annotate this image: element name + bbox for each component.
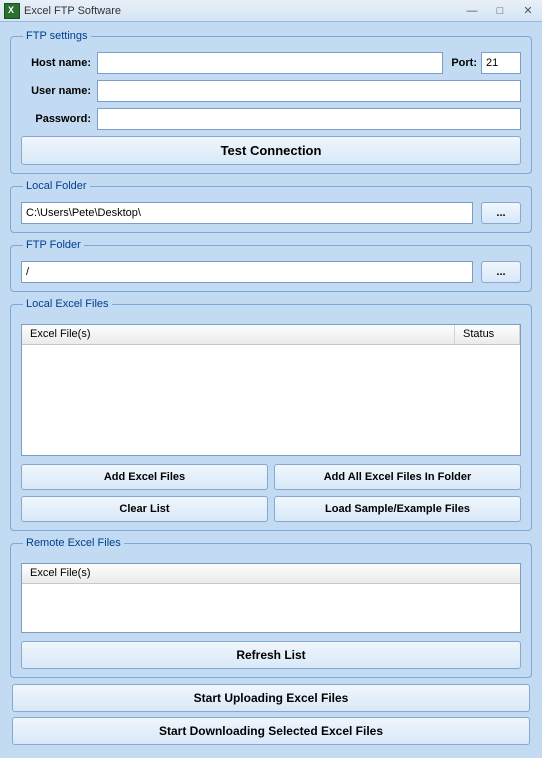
test-connection-button[interactable]: Test Connection xyxy=(21,136,521,165)
remote-files-legend: Remote Excel Files xyxy=(23,537,124,549)
remote-files-listview[interactable]: Excel File(s) xyxy=(21,563,521,633)
start-download-button[interactable]: Start Downloading Selected Excel Files xyxy=(12,717,530,745)
port-input[interactable] xyxy=(481,52,521,74)
remote-files-body[interactable] xyxy=(22,584,520,632)
window-controls: ― □ ✕ xyxy=(462,4,538,18)
local-files-body[interactable] xyxy=(22,345,520,455)
local-folder-legend: Local Folder xyxy=(23,180,90,192)
host-input[interactable] xyxy=(97,52,443,74)
local-files-listview[interactable]: Excel File(s) Status xyxy=(21,324,521,456)
content-area: FTP settings Host name: Port: User name:… xyxy=(0,22,542,758)
refresh-list-button[interactable]: Refresh List xyxy=(21,641,521,669)
ftp-folder-browse-button[interactable]: ... xyxy=(481,261,521,283)
minimize-button[interactable]: ― xyxy=(462,4,482,18)
password-label: Password: xyxy=(21,113,97,125)
port-label: Port: xyxy=(451,57,477,69)
user-label: User name: xyxy=(21,85,97,97)
window-title: Excel FTP Software xyxy=(24,5,462,17)
app-icon xyxy=(4,3,20,19)
ftp-settings-group: FTP settings Host name: Port: User name:… xyxy=(10,30,532,174)
local-folder-input[interactable] xyxy=(21,202,473,224)
local-folder-browse-button[interactable]: ... xyxy=(481,202,521,224)
add-excel-files-button[interactable]: Add Excel Files xyxy=(21,464,268,490)
clear-list-button[interactable]: Clear List xyxy=(21,496,268,522)
password-input[interactable] xyxy=(97,108,521,130)
load-sample-files-button[interactable]: Load Sample/Example Files xyxy=(274,496,521,522)
close-button[interactable]: ✕ xyxy=(518,4,538,18)
local-files-col-status[interactable]: Status xyxy=(455,325,520,344)
titlebar: Excel FTP Software ― □ ✕ xyxy=(0,0,542,22)
ftp-folder-input[interactable] xyxy=(21,261,473,283)
remote-files-group: Remote Excel Files Excel File(s) Refresh… xyxy=(10,537,532,678)
local-files-group: Local Excel Files Excel File(s) Status A… xyxy=(10,298,532,531)
maximize-button[interactable]: □ xyxy=(490,4,510,18)
local-files-col-file[interactable]: Excel File(s) xyxy=(22,325,455,344)
start-upload-button[interactable]: Start Uploading Excel Files xyxy=(12,684,530,712)
ftp-settings-legend: FTP settings xyxy=(23,30,91,42)
host-label: Host name: xyxy=(21,57,97,69)
local-folder-group: Local Folder ... xyxy=(10,180,532,233)
remote-files-col-file[interactable]: Excel File(s) xyxy=(22,564,520,583)
local-files-legend: Local Excel Files xyxy=(23,298,112,310)
ftp-folder-group: FTP Folder ... xyxy=(10,239,532,292)
ftp-folder-legend: FTP Folder xyxy=(23,239,84,251)
remote-files-header: Excel File(s) xyxy=(22,564,520,584)
add-all-excel-files-button[interactable]: Add All Excel Files In Folder xyxy=(274,464,521,490)
local-files-header: Excel File(s) Status xyxy=(22,325,520,345)
user-input[interactable] xyxy=(97,80,521,102)
